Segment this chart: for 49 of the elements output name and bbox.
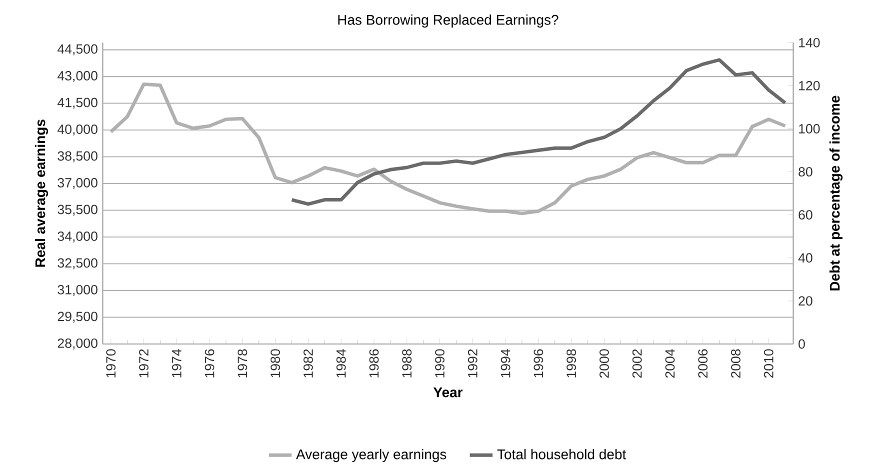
line-series bbox=[290, 58, 787, 206]
y2-tick-label: 60 bbox=[798, 210, 812, 220]
y-tick-label: 44,500 bbox=[57, 44, 98, 56]
x-tick-label: 1984 bbox=[336, 349, 346, 378]
y2-tick-label: 80 bbox=[798, 167, 812, 177]
x-tick-label: 2004 bbox=[665, 349, 675, 378]
y2-tick-label: 140 bbox=[799, 38, 820, 48]
x-tick-label: 1976 bbox=[204, 349, 214, 378]
y-tick-label: 28,000 bbox=[58, 338, 98, 350]
chart-title: Has Borrowing Replaced Earnings? bbox=[338, 14, 558, 28]
y2-tick-label: 100 bbox=[799, 124, 820, 134]
y2-tick-label: 120 bbox=[799, 80, 820, 90]
x-tick-label: 1986 bbox=[369, 349, 379, 378]
y-tick-label: 34,000 bbox=[58, 232, 98, 243]
legend-label: Total household debt bbox=[497, 449, 626, 460]
x-tick-label: 1994 bbox=[500, 349, 510, 378]
x-tick-label: 1978 bbox=[238, 349, 248, 378]
x-tick-label: 1998 bbox=[566, 349, 576, 378]
y-tick-label: 40,000 bbox=[57, 124, 98, 136]
x-tick-label: 1970 bbox=[106, 349, 116, 378]
y-axis-title: Real average earnings bbox=[34, 120, 48, 267]
x-tick-label: 1990 bbox=[435, 349, 444, 378]
y2-tick-label: 40 bbox=[798, 253, 812, 263]
y-tick-label: 35,500 bbox=[58, 204, 98, 216]
y-tick-label: 31,000 bbox=[58, 284, 98, 296]
x-tick-label: 1980 bbox=[270, 349, 280, 378]
legend-label: Average yearly earnings bbox=[296, 449, 446, 462]
y-tick-label: 41,500 bbox=[57, 98, 98, 109]
y-tick-label: 38,500 bbox=[58, 151, 98, 162]
y-tick-label: 29,500 bbox=[58, 312, 98, 323]
y2-tick-label: 0 bbox=[798, 339, 805, 349]
x-tick-label: 1996 bbox=[534, 349, 544, 378]
x-tick-label: 2010 bbox=[764, 349, 774, 378]
y-tick-label: 37,000 bbox=[58, 178, 98, 190]
x-tick-label: 2008 bbox=[731, 349, 740, 378]
x-tick-label: 1982 bbox=[304, 349, 313, 378]
x-tick-label: 1972 bbox=[139, 349, 148, 378]
x-tick-label: 1974 bbox=[172, 349, 182, 378]
y-tick-label: 43,000 bbox=[57, 71, 98, 82]
y-tick-label: 32,500 bbox=[58, 258, 98, 270]
line-series bbox=[109, 82, 787, 216]
x-tick-label: 2006 bbox=[698, 349, 708, 378]
x-tick-label: 2002 bbox=[632, 349, 642, 378]
y2-tick-label: 20 bbox=[798, 296, 812, 306]
x-axis-title: Year bbox=[433, 388, 463, 398]
x-tick-label: 2000 bbox=[600, 349, 609, 378]
x-tick-label: 1988 bbox=[402, 349, 412, 378]
y2-axis-title: Debt at percentage of income bbox=[829, 96, 843, 290]
x-tick-label: 1992 bbox=[468, 349, 478, 378]
